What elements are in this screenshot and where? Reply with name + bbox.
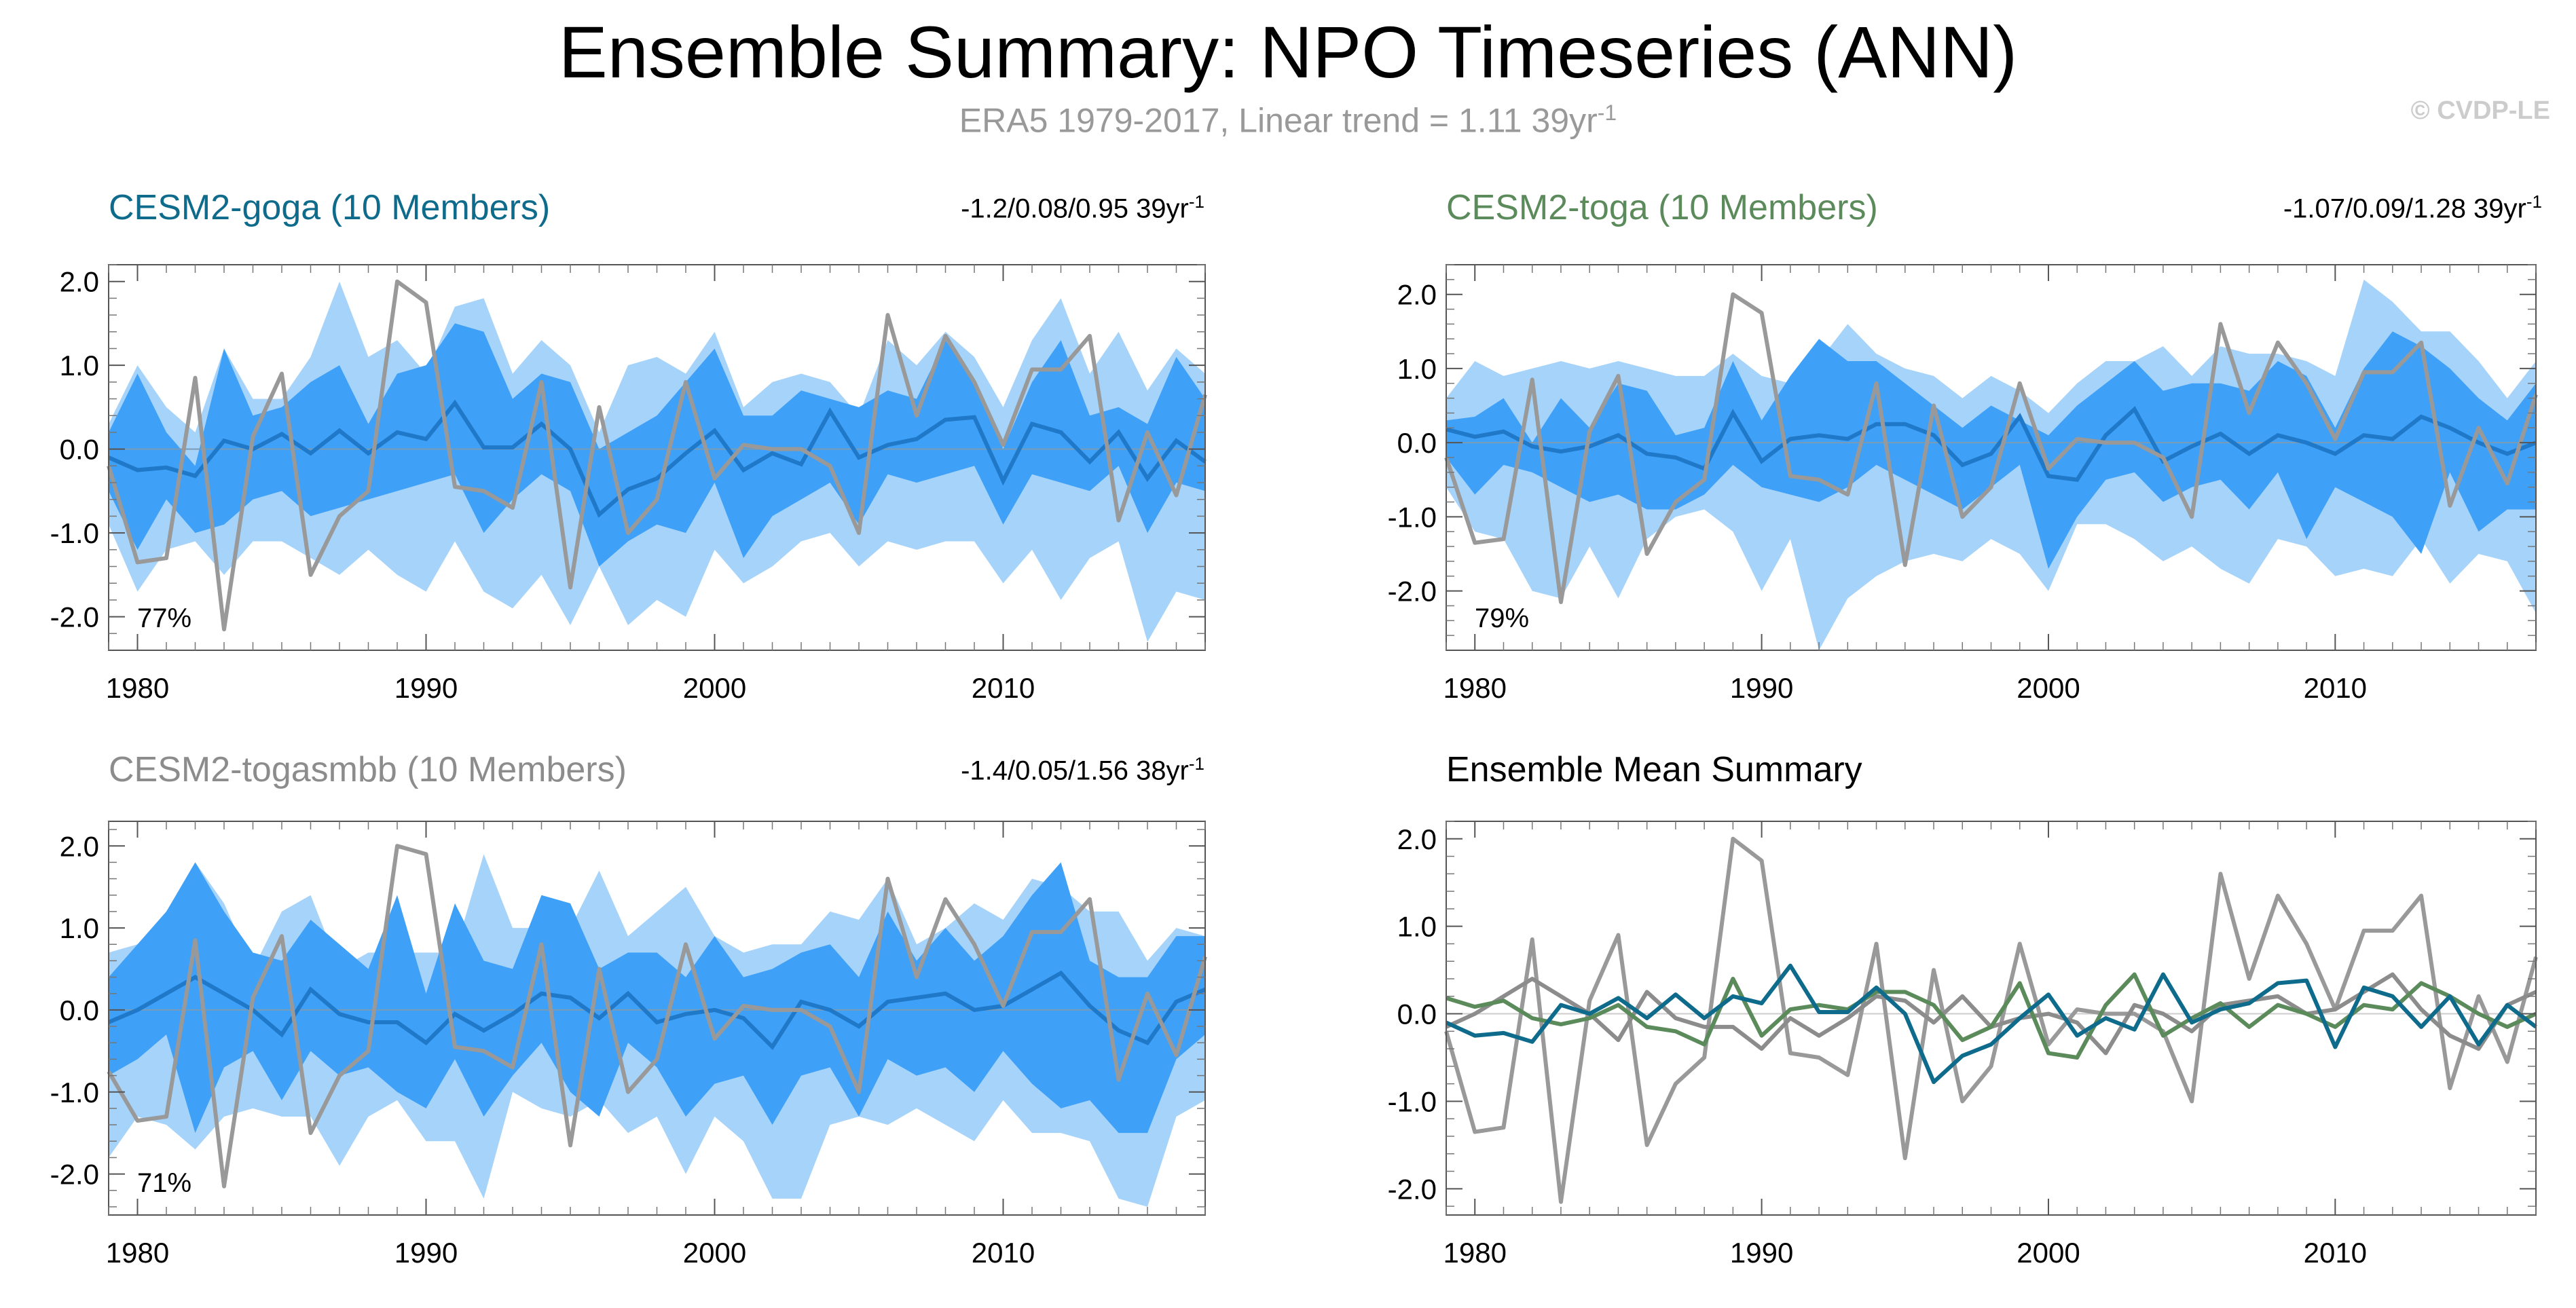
- y-tick-label: -2.0: [1388, 1173, 1437, 1205]
- x-tick-label: 1990: [394, 672, 458, 704]
- x-tick-label: 1980: [106, 1237, 169, 1269]
- y-tick-label: 1.0: [1397, 353, 1437, 385]
- panel-stats-goga: -1.2/0.08/0.95 39yr-1: [961, 193, 1204, 222]
- y-tick-label: -1.0: [50, 1077, 99, 1108]
- panel-stats-togasmbb-text: -1.4/0.05/1.56 38yr: [961, 755, 1189, 786]
- x-tick-label: 2000: [683, 672, 746, 704]
- y-tick-label: -1.0: [1388, 501, 1437, 533]
- y-tick-label: 2.0: [60, 266, 99, 298]
- y-tick-label: -1.0: [50, 517, 99, 549]
- band-inner-toga: [1446, 331, 2536, 569]
- y-tick-label: 0.0: [1397, 427, 1437, 459]
- panel-stats-togasmbb: -1.4/0.05/1.56 38yr-1: [961, 755, 1204, 784]
- x-tick-label: 2000: [2017, 1237, 2080, 1269]
- y-tick-label: -2.0: [50, 1159, 99, 1191]
- y-tick-label: -2.0: [1388, 576, 1437, 608]
- panel-stats-goga-text: -1.2/0.08/0.95 39yr: [961, 193, 1189, 224]
- series-line-cesm2-toga: [1446, 972, 2537, 1060]
- panel-title-goga: CESM2-goga (10 Members): [109, 188, 551, 227]
- x-tick-label: 1990: [1730, 672, 1793, 704]
- x-tick-label: 2010: [2304, 672, 2367, 704]
- x-tick-label: 1990: [1730, 1237, 1793, 1269]
- percent-label-goga: 77%: [137, 603, 191, 633]
- percent-label-togasmbb: 71%: [137, 1168, 191, 1198]
- panel-stats-toga-exponent: -1: [2526, 191, 2542, 212]
- panel-stats-togasmbb-exponent: -1: [1188, 753, 1204, 774]
- band-inner-goga: [109, 323, 1205, 567]
- y-tick-label: 2.0: [1397, 279, 1437, 311]
- panel-stats-goga-exponent: -1: [1188, 191, 1204, 212]
- y-tick-label: 2.0: [1397, 823, 1437, 855]
- panel-stats-toga-text: -1.07/0.09/1.28 39yr: [2283, 193, 2526, 224]
- panel-stats-toga: -1.07/0.09/1.28 39yr-1: [2283, 193, 2542, 222]
- x-tick-label: 1980: [1443, 672, 1507, 704]
- subtitle-text: ERA5 1979-2017, Linear trend = 1.11 39yr: [959, 101, 1598, 140]
- y-tick-label: -1.0: [1388, 1085, 1437, 1117]
- panel-title-togasmbb: CESM2-togasmbb (10 Members): [109, 750, 627, 789]
- percent-label-toga: 79%: [1475, 603, 1529, 633]
- y-tick-label: 1.0: [1397, 911, 1437, 943]
- y-tick-label: 1.0: [60, 912, 99, 944]
- plot-frame-summary: [1446, 821, 2537, 1216]
- y-tick-label: 1.0: [60, 350, 99, 381]
- panel-title-summary: Ensemble Mean Summary: [1446, 750, 1862, 789]
- y-tick-label: 0.0: [60, 994, 99, 1026]
- y-tick-label: 0.0: [60, 434, 99, 466]
- x-tick-label: 1980: [106, 672, 169, 704]
- series-line-obs: [1444, 836, 2538, 1204]
- subtitle-exponent: -1: [1597, 100, 1617, 125]
- x-tick-label: 2010: [2304, 1237, 2367, 1269]
- credit-label: © CVDP-LE: [2410, 96, 2550, 125]
- ensemble-mean-line-togasmbb: [107, 970, 1207, 1051]
- obs-line-togasmbb: [107, 844, 1207, 1189]
- series-line-cesm2-goga: [1445, 963, 2537, 1085]
- x-tick-label: 2010: [972, 1237, 1035, 1269]
- x-tick-label: 2010: [972, 672, 1035, 704]
- figure-title: Ensemble Summary: NPO Timeseries (ANN): [558, 11, 2018, 93]
- y-tick-label: 2.0: [60, 830, 99, 862]
- band-inner-togasmbb: [109, 862, 1205, 1134]
- y-tick-label: 0.0: [1397, 998, 1437, 1030]
- y-tick-label: -2.0: [50, 601, 99, 633]
- x-tick-label: 2000: [2017, 672, 2080, 704]
- x-tick-label: 1990: [394, 1237, 458, 1269]
- panel-title-toga: CESM2-toga (10 Members): [1446, 188, 1878, 227]
- obs-line-toga: [1444, 292, 2538, 604]
- obs-line-goga: [107, 279, 1207, 632]
- x-tick-label: 1980: [1443, 1237, 1507, 1269]
- x-tick-label: 2000: [683, 1237, 746, 1269]
- figure-subtitle: ERA5 1979-2017, Linear trend = 1.11 39yr…: [0, 100, 2576, 141]
